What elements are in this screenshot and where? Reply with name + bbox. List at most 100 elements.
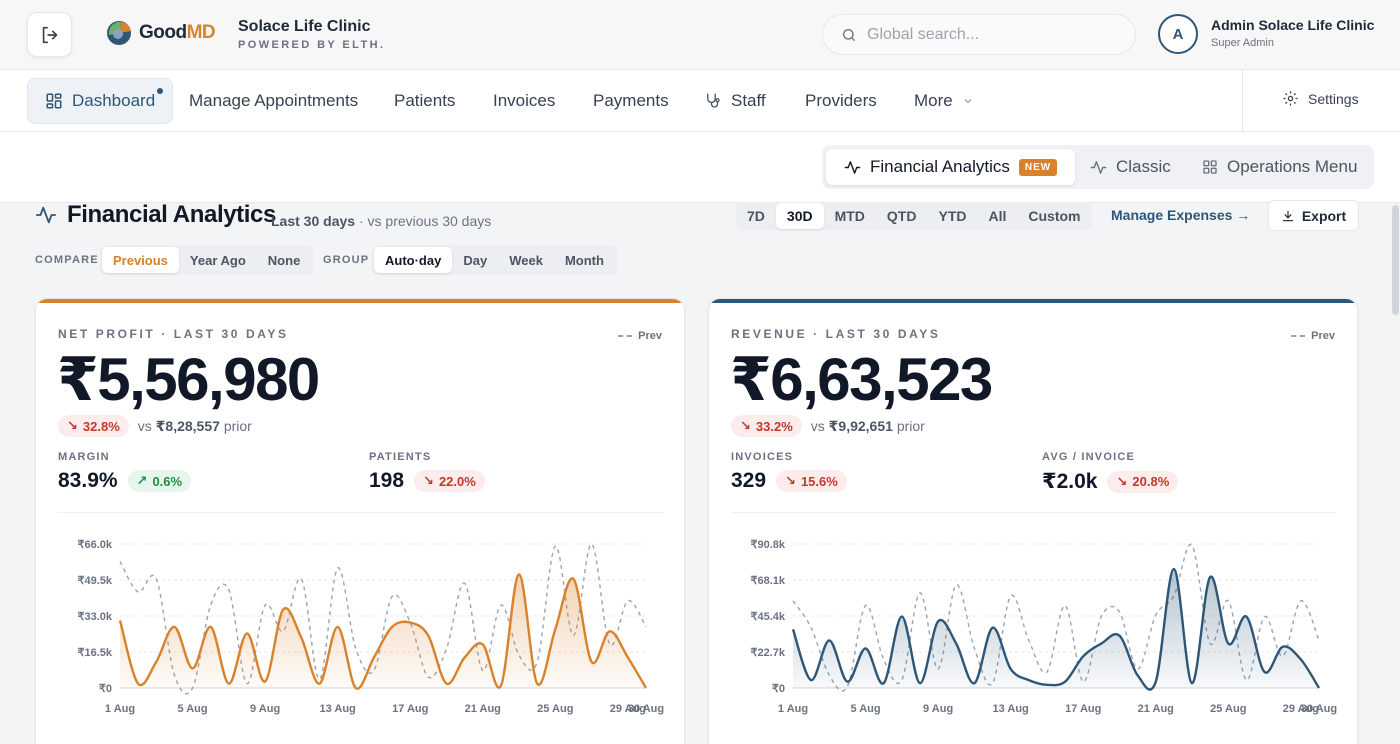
period-30d[interactable]: 30D [775,203,824,229]
prior-word: prior [223,417,252,434]
user-avatar[interactable]: A [1158,14,1198,54]
new-badge: NEW [1018,158,1058,176]
delta-value: 32.8% [82,418,120,434]
group-auto-day[interactable]: Auto·day [374,247,453,273]
x-tick-label: 1 Aug [105,703,135,715]
compare-previous[interactable]: Previous [102,247,179,273]
nav-patients[interactable]: Patients [394,78,455,124]
y-tick-label: ₹0 [99,683,112,695]
card-accent-stripe [709,299,1357,303]
prev-legend: Prev [1291,330,1335,342]
delta-value: 22.0% [438,473,476,489]
group-week[interactable]: Week [509,252,543,268]
series-line-prev [792,543,1320,692]
y-tick-label: ₹0 [772,683,785,695]
metric-label: AVG / INVOICE [1042,451,1136,463]
delta-badge: ↘ 33.2% [731,415,802,437]
manage-expenses-link[interactable]: Manage Expenses → [1111,207,1251,223]
period-mtd[interactable]: MTD [834,208,865,224]
period-7d[interactable]: 7D [747,208,765,224]
logout-button[interactable] [27,12,72,57]
card-divider [58,512,663,513]
brand-logo[interactable]: GoodMD [105,19,216,47]
card-accent-stripe [36,299,684,303]
x-tick-label: 29 Aug [1283,703,1319,715]
global-search[interactable] [822,14,1136,55]
delta-badge: ↗ 0.6% [127,470,192,492]
compare-year-ago[interactable]: Year Ago [189,252,246,268]
nav-manage-appointments[interactable]: Manage Appointments [189,78,358,124]
x-tick-label: 5 Aug [850,703,880,715]
arrow-down-right-icon: ↘ [785,473,796,488]
settings-button[interactable]: Settings [1282,90,1359,107]
vs-text: vs [810,417,825,434]
arrow-down-right-icon: ↘ [1116,473,1128,489]
activity-icon [1090,160,1107,174]
period-qtd[interactable]: QTD [886,208,917,224]
dashboard-icon [46,93,62,109]
net-profit-chart: ₹0 ₹16.5k ₹33.0k ₹49.5k ₹66.0k 1 Aug 5 Aug 9 Au… [77,539,664,715]
view-classic[interactable]: Classic [1090,149,1171,185]
export-button[interactable]: Export [1268,200,1359,231]
delta-badge: ↘ 32.8% [58,415,129,437]
prev-legend: Prev [618,330,662,342]
nav-more-label: More [914,91,953,110]
brand-mark-icon [107,21,131,45]
search-icon [843,28,855,41]
nav-invoices[interactable]: Invoices [493,78,555,124]
group-selector: Auto·day Day Week Month [372,245,617,275]
nav-invoices-label: Invoices [493,91,556,110]
prev-dash-swatch [618,335,633,337]
nav-more[interactable]: More [914,78,974,124]
nav-staff[interactable]: Staff [704,78,766,124]
view-financial-analytics[interactable]: Financial Analytics NEW [826,149,1076,185]
export-label: Export [1301,207,1347,224]
user-role: Super Admin [1211,37,1274,49]
global-search-input[interactable] [867,25,1107,44]
group-month[interactable]: Month [564,252,604,268]
arrow-up-right-icon: ↗ [136,473,148,488]
prev-dash-swatch [1291,335,1306,337]
x-tick-label: 30 Aug [1301,703,1337,715]
main-nav: Dashboard Manage Appointments Patients I… [0,70,1400,132]
metric-label: PATIENTS [369,451,432,463]
delta-value: 0.6% [152,473,183,489]
prior-value: ₹8,28,557 [155,417,220,434]
arrow-down-right-icon: ↘ [740,418,751,433]
group-day[interactable]: Day [463,252,488,268]
x-tick-label: 13 Aug [320,703,356,715]
period-custom[interactable]: Custom [1028,208,1081,224]
view-financial-label: Financial Analytics [870,157,1010,176]
compare-none[interactable]: None [267,252,301,268]
vs-text: vs [137,417,152,434]
y-tick-label: ₹49.5k [77,575,112,587]
metric-label: MARGIN [58,451,110,463]
nav-payments[interactable]: Payments [593,78,669,124]
activity-icon [35,206,57,224]
series-area [793,569,1319,690]
range-main: Last 30 days [271,213,356,229]
delta-badge: ↘ 20.8% [1107,470,1179,493]
arrow-down-right-icon: ↘ [67,418,78,433]
view-classic-label: Classic [1116,157,1171,176]
x-tick-label: 29 Aug [610,703,646,715]
view-operations-label: Operations Menu [1227,157,1358,176]
prev-legend-label: Prev [638,330,662,342]
period-ytd[interactable]: YTD [938,208,967,224]
page-title: Financial Analytics [35,201,276,229]
x-tick-label: 21 Aug [465,703,501,715]
card-value: ₹5,56,980 [57,346,320,413]
net-profit-card: NET PROFIT · LAST 30 DAYS Prev ₹5,56,980… [35,298,685,744]
x-tick-label: 30 Aug [628,703,664,715]
revenue-chart: ₹0 ₹22.7k ₹45.4k ₹68.1k ₹90.8k 1 Aug 5 Aug 9 Au… [750,539,1337,715]
prior-word: prior [896,417,925,434]
card-divider [731,512,1336,513]
card-label: NET PROFIT · LAST 30 DAYS [58,327,289,341]
view-operations-menu[interactable]: Operations Menu [1202,149,1357,185]
x-tick-label: 9 Aug [250,703,280,715]
nav-dashboard[interactable]: Dashboard [27,78,174,124]
delta-row: ↘ 33.2% vs ₹9,92,651 prior [731,415,925,437]
nav-providers[interactable]: Providers [805,78,877,124]
page-scrollbar[interactable] [1392,205,1399,315]
period-all[interactable]: All [988,208,1007,224]
